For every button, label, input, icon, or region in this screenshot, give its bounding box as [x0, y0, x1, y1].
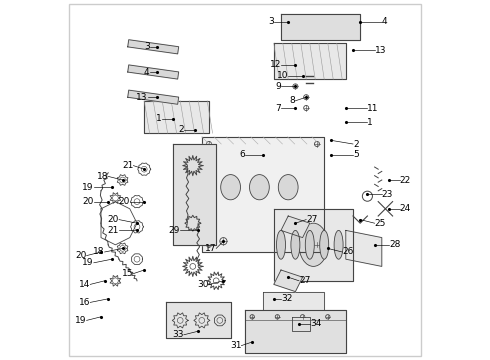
Text: 32: 32 [281, 294, 293, 303]
Polygon shape [144, 101, 209, 133]
Text: 26: 26 [342, 248, 354, 256]
Ellipse shape [305, 230, 314, 259]
Polygon shape [128, 40, 179, 54]
Text: 1: 1 [368, 118, 373, 127]
Text: 19: 19 [75, 316, 87, 325]
Text: 20: 20 [108, 215, 119, 224]
Ellipse shape [278, 175, 298, 200]
Polygon shape [281, 14, 360, 40]
Polygon shape [274, 209, 353, 281]
Text: 14: 14 [79, 280, 90, 289]
Text: 31: 31 [230, 341, 242, 350]
Text: 21: 21 [122, 161, 133, 170]
Ellipse shape [334, 230, 343, 259]
Text: 8: 8 [290, 96, 295, 105]
Text: 2: 2 [178, 125, 184, 134]
Polygon shape [346, 230, 382, 266]
Polygon shape [245, 310, 346, 353]
Text: 13: 13 [136, 93, 148, 102]
Ellipse shape [319, 230, 329, 259]
Ellipse shape [249, 175, 270, 200]
Ellipse shape [299, 223, 328, 266]
Text: 34: 34 [310, 320, 321, 328]
Text: 16: 16 [79, 298, 90, 307]
Text: 33: 33 [172, 330, 184, 339]
Text: 3: 3 [144, 42, 149, 51]
Text: 23: 23 [382, 190, 393, 199]
Text: 29: 29 [169, 226, 180, 235]
Text: 21: 21 [108, 226, 119, 235]
Polygon shape [202, 137, 324, 252]
Polygon shape [128, 90, 179, 104]
Text: 19: 19 [82, 258, 94, 267]
Text: 24: 24 [400, 204, 411, 213]
Polygon shape [274, 43, 346, 79]
Text: 27: 27 [306, 215, 318, 224]
Text: 22: 22 [400, 176, 411, 185]
Text: 4: 4 [144, 68, 149, 77]
Ellipse shape [220, 175, 241, 200]
Text: 6: 6 [239, 150, 245, 159]
Text: 15: 15 [122, 269, 133, 278]
Polygon shape [263, 292, 324, 310]
Text: 20: 20 [75, 251, 87, 260]
Polygon shape [292, 317, 310, 331]
Ellipse shape [291, 230, 300, 259]
Text: 17: 17 [205, 244, 216, 253]
Text: 30: 30 [197, 280, 209, 289]
Text: 1: 1 [156, 114, 162, 123]
Text: 18: 18 [97, 172, 108, 181]
Circle shape [192, 224, 205, 237]
Text: 2: 2 [353, 140, 359, 149]
Ellipse shape [276, 230, 286, 259]
Text: 5: 5 [353, 150, 359, 159]
Text: 4: 4 [382, 17, 388, 26]
Text: 12: 12 [270, 60, 281, 69]
Text: 11: 11 [368, 104, 379, 113]
Polygon shape [281, 216, 310, 238]
Polygon shape [274, 270, 303, 292]
Polygon shape [166, 302, 231, 338]
Text: 20: 20 [119, 197, 130, 206]
Text: 7: 7 [275, 104, 281, 113]
Text: 3: 3 [268, 17, 274, 26]
Text: 25: 25 [374, 219, 386, 228]
Text: 13: 13 [374, 46, 386, 55]
Polygon shape [128, 65, 179, 79]
Text: 9: 9 [275, 82, 281, 91]
Text: 20: 20 [82, 197, 94, 206]
Text: 27: 27 [299, 276, 310, 285]
Text: 18: 18 [93, 248, 104, 256]
Polygon shape [173, 144, 216, 245]
Text: 28: 28 [389, 240, 400, 249]
Text: 19: 19 [82, 183, 94, 192]
Text: 10: 10 [277, 71, 288, 80]
